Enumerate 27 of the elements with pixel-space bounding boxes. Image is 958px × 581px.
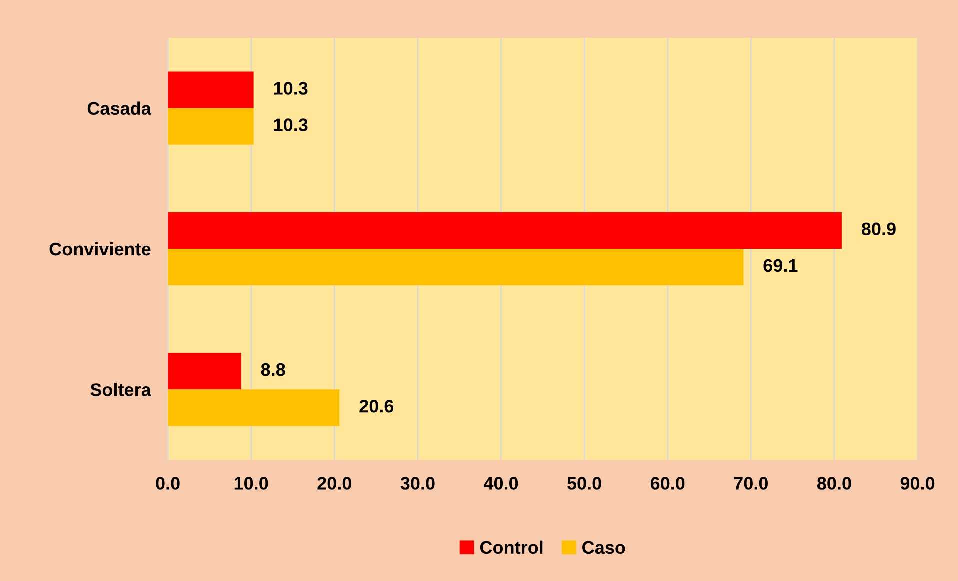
- x-tick-label: 70.0: [734, 477, 768, 490]
- x-tick-label: 0.0: [156, 477, 180, 490]
- y-tick-label: Soltera: [90, 383, 152, 396]
- y-tick-label: Conviviente: [50, 242, 151, 256]
- bar: [168, 390, 340, 426]
- bar: [168, 108, 254, 145]
- bar: [168, 353, 242, 390]
- bar: [168, 212, 842, 249]
- x-tick-label: 80.0: [817, 477, 852, 490]
- y-tick-label: Casada: [88, 102, 152, 116]
- data-label: 10.3: [274, 82, 308, 95]
- x-tick-label: 60.0: [650, 477, 685, 490]
- x-tick-label: 40.0: [484, 477, 518, 490]
- x-tick-label: 50.0: [568, 477, 602, 490]
- x-tick-label: 90.0: [900, 477, 935, 490]
- data-label: 10.3: [274, 118, 308, 132]
- data-label: 69.1: [764, 259, 798, 272]
- data-label: 8.8: [261, 363, 286, 376]
- bar: [168, 72, 254, 108]
- legend-label: Control: [480, 540, 543, 554]
- x-tick-label: 10.0: [234, 477, 268, 490]
- x-tick-label: 20.0: [318, 477, 352, 490]
- data-label: 20.6: [360, 400, 394, 413]
- legend-label: Caso: [582, 541, 626, 554]
- bar: [168, 248, 744, 286]
- data-label: 80.9: [862, 222, 896, 236]
- x-tick-label: 30.0: [400, 477, 435, 490]
